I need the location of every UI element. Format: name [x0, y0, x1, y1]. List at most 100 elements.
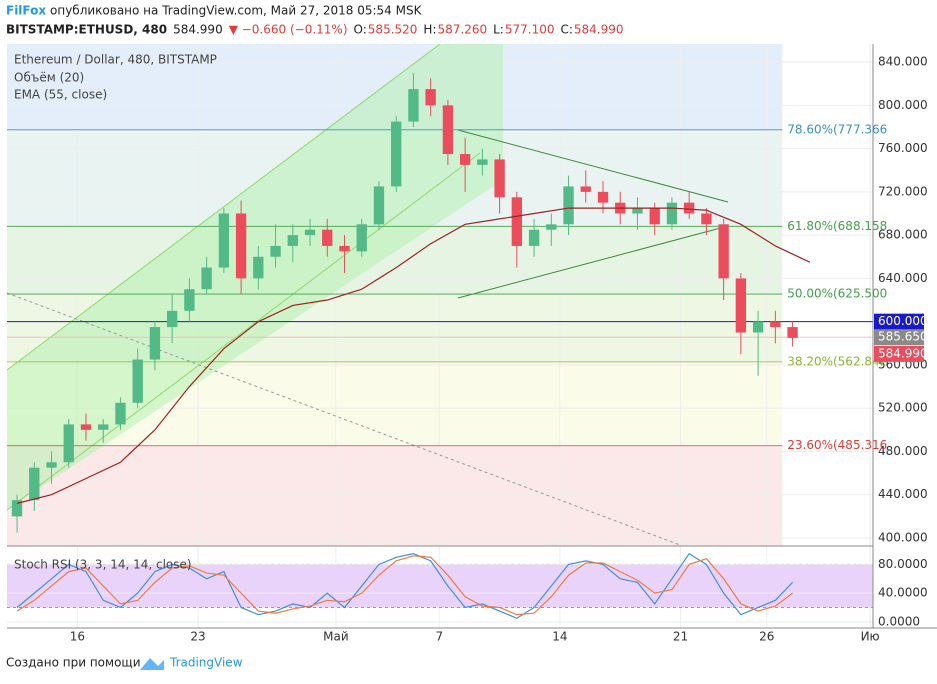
fib-label: 23.60%(485.316: [787, 438, 887, 452]
logo: [140, 658, 164, 670]
candle-body: [770, 321, 781, 328]
trend-line: [457, 129, 729, 203]
candle-body: [477, 159, 488, 165]
x-tick-label: 23: [190, 630, 205, 644]
candle-body: [666, 202, 678, 225]
candle-body: [563, 186, 574, 225]
y-tick-label: 760.000: [878, 141, 928, 155]
channel-edge: [6, 43, 441, 371]
footer-text: Создано при помощи: [6, 656, 141, 670]
price-label-box: [874, 345, 924, 362]
candle-body: [304, 229, 316, 236]
price-label: 584.990: [878, 346, 928, 360]
candle-body: [253, 256, 264, 279]
header-c: 584.990: [574, 23, 624, 37]
x-tick-label: 21: [673, 630, 688, 644]
x-tick-label: 14: [552, 630, 567, 644]
candle-body: [546, 224, 557, 230]
candle-body: [391, 121, 402, 187]
candle-body: [46, 462, 57, 468]
header-h: 587.260: [438, 23, 488, 37]
candle-body: [132, 359, 143, 403]
x-tick-label: Ию: [861, 630, 880, 644]
candle-body: [80, 424, 92, 430]
x-tick-label: Май: [323, 630, 349, 644]
candle-body: [684, 202, 695, 214]
y-tick-label: 400.000: [878, 530, 928, 544]
candle-body: [63, 424, 74, 463]
candle-body: [735, 278, 747, 333]
header-change: ▼ −0.660 (−0.11%): [229, 23, 348, 37]
header-symbol: BITSTAMP:ETHUSD, 480: [6, 23, 167, 37]
header-last: 584.990: [173, 23, 223, 37]
header-c-label: C:: [560, 23, 572, 37]
footer-brand[interactable]: TradingView: [169, 656, 243, 670]
header-l: 577.100: [505, 23, 555, 37]
header-h-label: H:: [423, 23, 436, 37]
rsi-line: [16, 555, 793, 616]
candle-body: [29, 467, 40, 501]
candle-body: [373, 186, 385, 225]
y-tick-label: 40.0000: [878, 586, 928, 600]
rsi-title: Stoch RSI (3, 3, 14, 14, close): [14, 558, 192, 572]
candle-body: [442, 105, 454, 155]
candle-body: [787, 327, 798, 338]
candle-body: [98, 424, 109, 430]
candle-body: [287, 235, 298, 246]
candle-body: [235, 213, 247, 279]
price-label: 585.650: [878, 330, 928, 344]
candle-body: [580, 186, 591, 192]
candle-body: [201, 267, 212, 290]
candle-body: [718, 224, 729, 279]
candle-body: [459, 154, 471, 165]
candle-body: [149, 327, 161, 360]
candle-body: [11, 500, 23, 517]
price-label: 600.000: [878, 314, 928, 328]
y-tick-label: 640.000: [878, 271, 928, 285]
price-label-box: [874, 313, 924, 330]
candle-body: [322, 229, 333, 246]
fib-label: 50.00%(625.500: [787, 287, 887, 301]
candle-body: [752, 321, 764, 333]
header-o-label: O:: [354, 23, 367, 37]
candle-body: [649, 208, 660, 225]
header-quote: BITSTAMP:ETHUSD, 480 584.990 ▼ −0.660 (−0.…: [6, 23, 624, 37]
header-l-label: L:: [493, 23, 504, 37]
candle-body: [270, 245, 281, 257]
price-label-box: [874, 329, 924, 346]
author[interactable]: FilFox: [6, 4, 46, 18]
fib-label: 78.60%(777.366: [787, 122, 887, 136]
y-tick-label: 800.000: [878, 98, 928, 112]
y-tick-label: 680.000: [878, 228, 928, 242]
candle-body: [597, 191, 609, 203]
marks: [7, 72, 873, 619]
y-tick-label: 480.000: [878, 444, 928, 458]
x-tick-label: 26: [759, 630, 774, 644]
y-tick-label: 440.000: [878, 487, 928, 501]
candle-body: [494, 159, 505, 198]
y-tick-label: 720.000: [878, 184, 928, 198]
candle-body: [425, 89, 436, 106]
y-tick-label: 0.0000: [878, 614, 920, 628]
fib-label: 38.20%(562.842: [787, 354, 887, 368]
candle-body: [408, 89, 419, 122]
published: опубликовано на TradingView.com, Май 27,…: [50, 4, 423, 18]
candle-body: [356, 224, 367, 252]
fib-band: [7, 445, 783, 546]
y-tick-label: 840.000: [878, 55, 928, 69]
candle-body: [701, 213, 712, 225]
legend-item: Объём (20): [14, 71, 84, 85]
candle-body: [184, 289, 195, 311]
x-tick-label: 16: [70, 630, 85, 644]
ema-line: [16, 207, 811, 504]
header-o: 585.520: [368, 23, 418, 37]
candle-body: [339, 245, 350, 252]
candle-body: [166, 310, 178, 328]
candle-body: [632, 208, 643, 214]
x-tick-label: 7: [435, 630, 443, 644]
y-tick-label: 80.0000: [878, 557, 928, 571]
fib-label: 61.80%(688.158: [787, 219, 887, 233]
channel-edge: [6, 152, 481, 511]
candle-body: [115, 402, 126, 425]
